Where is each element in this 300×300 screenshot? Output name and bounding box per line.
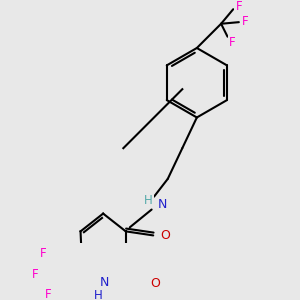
Text: F: F bbox=[32, 268, 39, 281]
Text: F: F bbox=[45, 288, 52, 300]
Text: N: N bbox=[100, 276, 110, 289]
Text: F: F bbox=[242, 15, 249, 28]
Text: F: F bbox=[229, 36, 236, 49]
Text: N: N bbox=[158, 198, 167, 211]
Text: F: F bbox=[236, 0, 242, 13]
Text: O: O bbox=[160, 229, 170, 242]
Text: H: H bbox=[94, 290, 103, 300]
Text: H: H bbox=[144, 194, 153, 207]
Text: F: F bbox=[40, 248, 47, 260]
Text: O: O bbox=[151, 278, 160, 290]
